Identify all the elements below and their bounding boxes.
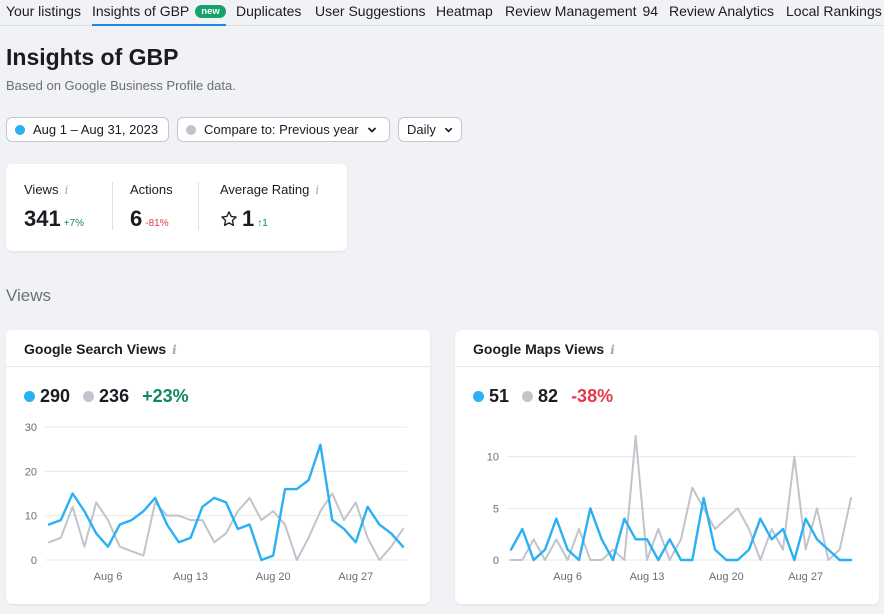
chevron-down-icon — [444, 127, 453, 133]
tab-review-analytics[interactable]: Review Analytics — [669, 3, 774, 19]
tab-label: Review Management — [505, 3, 637, 19]
y-tick-label: 20 — [25, 466, 37, 478]
info-icon[interactable]: i — [610, 343, 615, 357]
current-period-line — [509, 496, 853, 562]
views-label: Views — [24, 182, 59, 197]
x-tick-label: Aug 6 — [94, 571, 123, 583]
previous-period-line — [48, 492, 404, 561]
tab-local-rankings[interactable]: Local Rankings — [786, 3, 882, 19]
actions-value: 6 — [130, 206, 143, 231]
tab-label: User Suggestions — [315, 3, 426, 19]
google-search-views-chart: 0 10 20 30 Aug 6 Aug 13 Aug 20 Aug 27 — [25, 422, 407, 583]
current-dot — [24, 391, 35, 402]
x-tick-label: Aug 27 — [788, 571, 823, 583]
actions-value-row: 6 -81% — [130, 206, 169, 232]
y-tick-label: 10 — [487, 452, 499, 464]
divider — [198, 182, 199, 230]
tab-bar: Your listings Insights of GBP new Duplica… — [0, 0, 884, 26]
y-tick-label: 10 — [25, 511, 37, 523]
tab-count: 94 — [642, 3, 659, 19]
card-title-row: Google Search Views i — [24, 341, 177, 357]
tab-heatmap[interactable]: Heatmap — [436, 3, 493, 19]
current-period-dot — [15, 124, 25, 135]
y-tick-label: 30 — [25, 422, 37, 434]
card-title: Google Search Views — [24, 341, 167, 357]
new-badge: new — [195, 5, 226, 18]
star-icon — [221, 211, 237, 227]
tab-duplicates[interactable]: Duplicates — [236, 3, 301, 19]
rating-label-row: Average Rating i — [220, 182, 319, 197]
previous-value: 82 — [538, 386, 559, 406]
tab-label: Insights of GBP — [92, 3, 190, 19]
granularity-dropdown[interactable]: Daily — [398, 117, 462, 142]
x-tick-label: Aug 20 — [709, 571, 744, 583]
rating-label: Average Rating — [220, 182, 310, 197]
previous-value: 236 — [99, 386, 130, 406]
tab-label: Review Analytics — [669, 3, 775, 19]
tab-label: Heatmap — [436, 3, 493, 19]
stats-row: 51 82 -38% — [473, 386, 613, 407]
compare-label: Compare to: Previous year — [204, 122, 359, 137]
rating-delta: ↑1 — [257, 218, 268, 229]
info-icon[interactable]: i — [172, 343, 177, 357]
y-tick-label: 5 — [493, 503, 499, 515]
tab-label: Your listings — [6, 3, 81, 19]
change-percent: +23% — [142, 386, 189, 406]
tab-label: Local Rankings — [786, 3, 882, 19]
google-search-views-card: Google Search Views i 290 236 +23% 0 10 20 3… — [6, 330, 430, 604]
granularity-label: Daily — [407, 122, 436, 137]
x-tick-label: Aug 6 — [553, 571, 582, 583]
y-tick-label: 0 — [493, 555, 499, 567]
date-range-label: Aug 1 – Aug 31, 2023 — [33, 122, 159, 137]
previous-period-line — [510, 435, 852, 561]
compare-dropdown[interactable]: Compare to: Previous year — [177, 117, 390, 142]
tab-label: Duplicates — [236, 3, 302, 19]
y-tick-label: 0 — [31, 555, 37, 567]
page-subtitle: Based on Google Business Profile data. — [6, 78, 236, 93]
current-value: 51 — [489, 386, 510, 406]
info-icon[interactable]: i — [315, 183, 320, 197]
actions-delta: -81% — [145, 218, 169, 229]
x-tick-label: Aug 13 — [630, 571, 665, 583]
previous-dot — [522, 391, 534, 402]
google-maps-views-chart: 0 5 10 Aug 6 Aug 13 Aug 20 Aug 27 — [487, 435, 855, 583]
x-tick-label: Aug 20 — [256, 571, 291, 583]
info-icon[interactable]: i — [64, 183, 69, 197]
actions-label: Actions — [130, 182, 173, 197]
card-title-row: Google Maps Views i — [473, 341, 615, 357]
previous-period-dot — [186, 124, 196, 135]
page-title: Insights of GBP — [6, 44, 179, 70]
google-maps-views-card: Google Maps Views i 51 82 -38% 0 5 10 Aug 6 A… — [455, 330, 879, 604]
x-tick-label: Aug 13 — [173, 571, 208, 583]
current-dot — [473, 391, 484, 402]
card-header: Google Maps Views i — [455, 330, 879, 367]
rating-value: 1 — [242, 206, 255, 231]
card-header: Google Search Views i — [6, 330, 430, 367]
card-title: Google Maps Views — [473, 341, 605, 357]
divider — [112, 182, 113, 230]
previous-dot — [83, 391, 95, 402]
tab-insights-of-gbp[interactable]: Insights of GBP new — [92, 3, 226, 26]
tab-review-management[interactable]: Review Management 94 — [505, 3, 658, 19]
views-value-row: 341 +7% — [24, 206, 84, 232]
tab-user-suggestions[interactable]: User Suggestions — [315, 3, 426, 19]
rating-value-row: 1 ↑1 — [220, 206, 268, 232]
current-value: 290 — [40, 386, 71, 406]
stats-row: 290 236 +23% — [24, 386, 189, 407]
x-tick-label: Aug 27 — [338, 571, 373, 583]
current-period-line — [47, 443, 405, 562]
change-percent: -38% — [571, 386, 614, 406]
section-title-views: Views — [6, 286, 52, 305]
date-range-picker[interactable]: Aug 1 – Aug 31, 2023 — [6, 117, 169, 142]
views-value: 341 — [24, 206, 61, 231]
chevron-down-icon — [367, 126, 376, 133]
views-delta: +7% — [63, 218, 85, 229]
summary-card: Views i 341 +7% Actions 6 -81% Average Rati… — [6, 164, 347, 251]
tab-your-listings[interactable]: Your listings — [6, 3, 81, 19]
views-label-row: Views i — [24, 182, 68, 197]
